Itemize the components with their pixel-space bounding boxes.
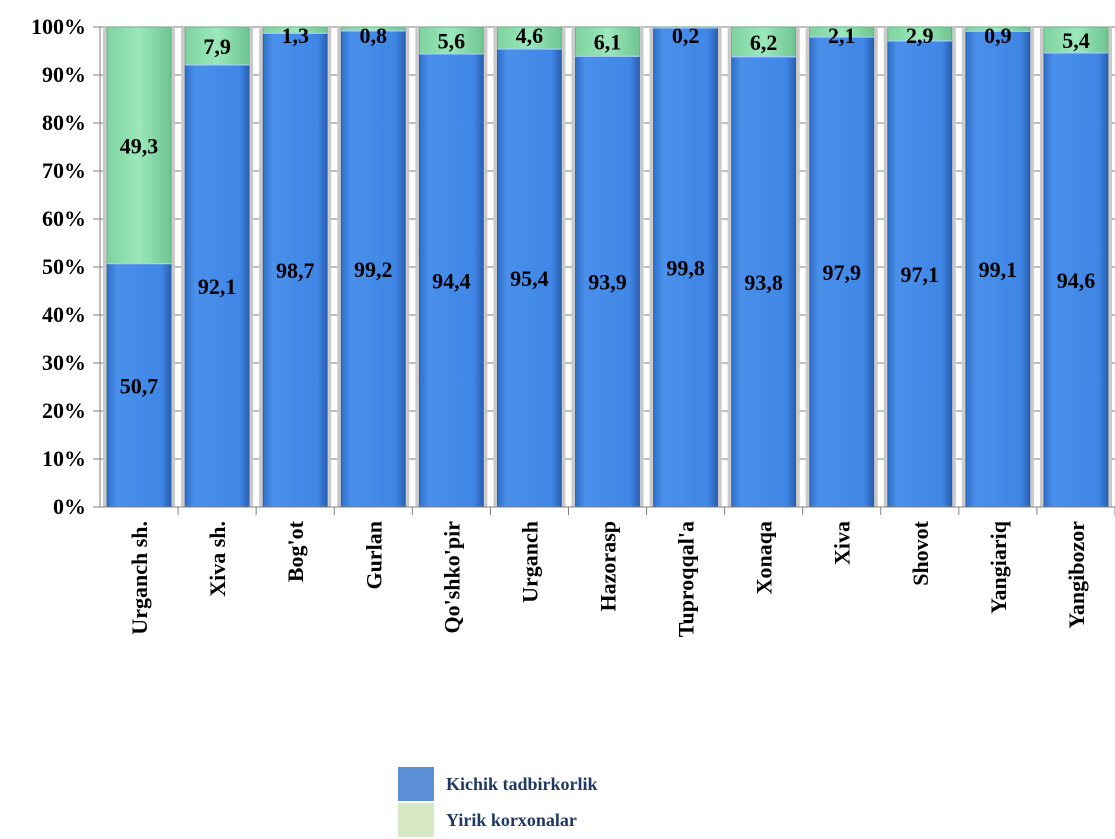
bar-small-business [653,27,718,508]
y-tick-label: 100% [31,14,86,39]
bar-small-business [1043,52,1109,508]
data-label-small-business: 94,6 [1057,268,1096,293]
data-label-small-business: 99,1 [979,257,1018,282]
bars [103,26,1112,508]
data-label-small-business: 97,9 [822,260,861,285]
data-label-small-business: 95,4 [510,266,549,291]
data-label-large-enterprises: 5,4 [1062,28,1090,53]
legend-item-small-business: Kichik tadbirkorlik [398,766,598,802]
data-label-large-enterprises: 6,1 [594,30,622,55]
x-category-label: Urganch [517,521,542,603]
x-category-label: Hazorasp [596,521,621,611]
y-tick-label: 60% [42,206,86,231]
bar-small-business [965,30,1031,508]
y-tick-label: 50% [42,254,86,279]
labels: 0% 10% 20% 30% 40% 50% 60% 70% 80% 90% 100% 50,7 49,… [31,14,1095,637]
legend-label-large-enterprises: Yirik korxonalar [446,809,577,830]
data-label-large-enterprises: 2,9 [906,23,934,48]
legend-swatch-small-business [398,767,434,801]
data-label-large-enterprises: 4,6 [516,23,544,48]
x-category-label: Bog'ot [283,520,308,582]
data-label-small-business: 97,1 [901,262,940,287]
bar-large-enterprises [731,26,797,58]
y-tick-label: 70% [42,158,86,183]
x-category-label: Yangiariq [986,520,1011,614]
bar-small-business [497,48,562,508]
x-category-label: Urganch sh. [127,521,152,635]
bar-small-business [106,263,172,508]
data-label-small-business: 98,7 [276,258,315,283]
data-label-small-business: 99,2 [354,257,393,282]
data-label-small-business: 99,8 [666,255,705,280]
legend-label-small-business: Kichik tadbirkorlik [446,773,598,794]
y-tick-label: 20% [42,398,86,423]
data-label-large-enterprises: 0,2 [672,23,700,48]
data-label-small-business: 92,1 [198,274,237,299]
data-label-large-enterprises: 0,8 [360,23,388,48]
y-tick-label: 40% [42,302,86,327]
bar-large-enterprises [418,26,484,55]
bar-large-enterprises [106,26,172,265]
y-tick-label: 80% [42,110,86,135]
data-label-small-business: 94,4 [432,268,471,293]
x-category-label: Xiva sh. [205,521,230,597]
data-label-large-enterprises: 49,3 [120,133,159,158]
y-tick-label: 0% [53,494,86,519]
data-label-large-enterprises: 1,3 [281,23,309,48]
data-label-small-business: 93,8 [744,270,783,295]
data-label-small-business: 93,9 [588,270,627,295]
x-category-label: Gurlan [361,521,386,589]
y-tick-label: 90% [42,62,86,87]
y-tick-label: 30% [42,350,86,375]
data-label-large-enterprises: 6,2 [750,30,778,55]
bar-small-business [340,30,406,508]
legend-item-large-enterprises: Yirik korxonalar [398,802,598,838]
x-category-label: Xonaqa [752,521,777,594]
bar-large-enterprises [184,26,250,66]
stacked-bar-chart: 0% 10% 20% 30% 40% 50% 60% 70% 80% 90% 100% 50,7 49,… [31,14,1115,637]
y-tick-label: 10% [42,446,86,471]
x-category-label: Shovot [908,520,933,585]
legend: Kichik tadbirkorlik Yirik korxonalar [398,766,598,838]
bar-small-business [262,32,328,508]
data-label-large-enterprises: 2,1 [828,23,856,48]
legend-swatch-large-enterprises [398,803,434,837]
data-label-large-enterprises: 7,9 [203,34,231,59]
x-category-label: Tuproqqal'a [674,521,699,637]
data-label-small-business: 50,7 [120,373,159,398]
x-category-label: Qo'shko'pir [439,521,464,634]
bar-small-business [809,36,875,508]
axes [93,26,1115,515]
data-label-large-enterprises: 0,9 [984,23,1012,48]
bar-small-business [731,56,797,508]
data-label-large-enterprises: 5,6 [438,28,466,53]
x-category-label: Yangibozor [1064,521,1089,629]
bar-small-business [418,53,484,508]
x-category-label: Xiva [830,521,855,565]
